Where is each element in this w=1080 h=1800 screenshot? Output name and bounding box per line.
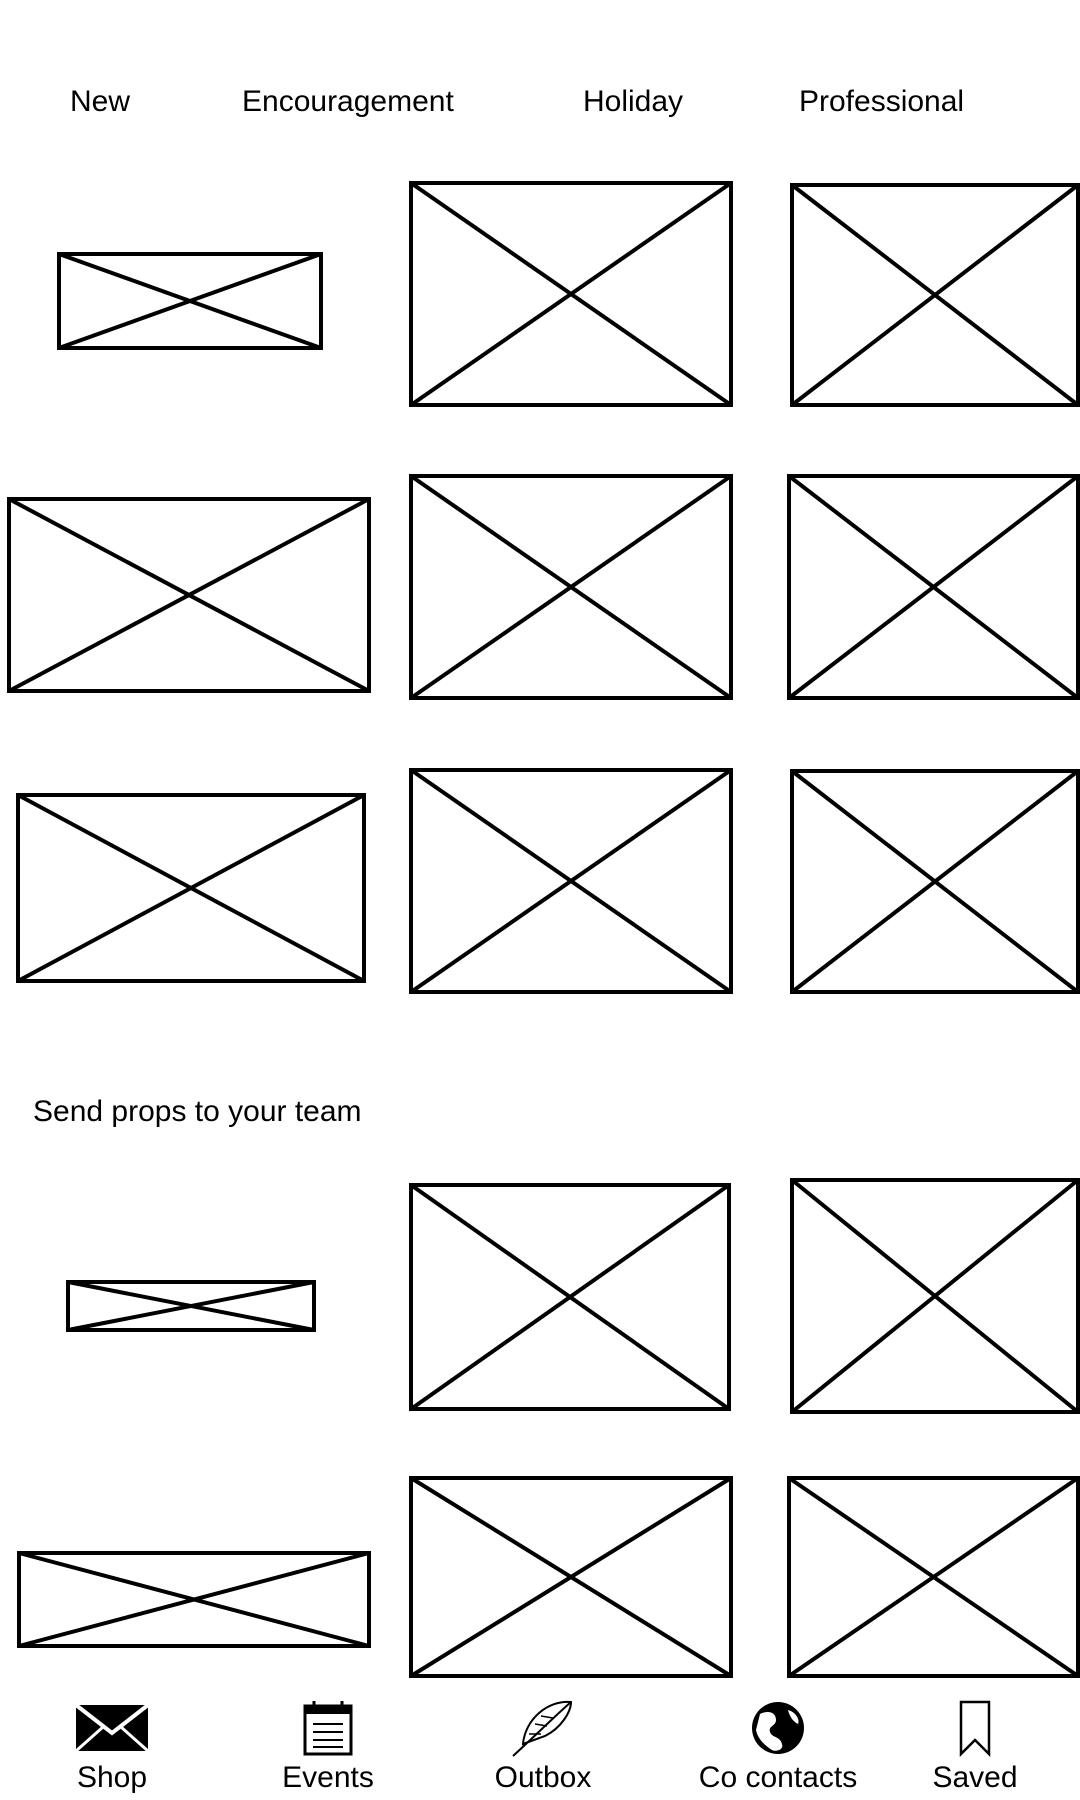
card-image-placeholder[interactable]: [409, 181, 733, 407]
nav-label: Outbox: [494, 1761, 592, 1794]
tab-holiday[interactable]: Holiday: [583, 85, 684, 118]
nav-events[interactable]: Events: [238, 1690, 418, 1800]
nav-outbox[interactable]: Outbox: [453, 1690, 633, 1800]
nav-label: Co contacts: [698, 1761, 858, 1794]
nav-label: Saved: [932, 1761, 1018, 1794]
section-title: Send props to your team: [33, 1095, 362, 1128]
card-image-placeholder[interactable]: [787, 474, 1080, 700]
image-placeholder-icon: [57, 252, 323, 350]
image-placeholder-icon: [787, 474, 1080, 700]
bookmark-icon: [939, 1700, 1011, 1758]
card-image-placeholder[interactable]: [409, 768, 733, 994]
nav-co-contacts[interactable]: Co contacts: [688, 1690, 868, 1800]
tab-encouragement[interactable]: Encouragement: [242, 85, 454, 118]
card-image-placeholder[interactable]: [409, 1183, 731, 1411]
image-placeholder-icon: [66, 1280, 316, 1332]
image-placeholder-icon: [790, 183, 1080, 407]
image-placeholder-icon: [409, 474, 733, 700]
tab-new[interactable]: New: [70, 85, 131, 118]
nav-shop[interactable]: Shop: [22, 1690, 202, 1800]
card-image-placeholder[interactable]: [16, 793, 366, 983]
image-placeholder-icon: [409, 1183, 731, 1411]
bottom-nav: Shop Events O: [0, 1690, 1080, 1800]
image-placeholder-icon: [787, 1476, 1080, 1678]
card-image-placeholder[interactable]: [790, 1178, 1080, 1414]
card-image-placeholder[interactable]: [7, 497, 371, 693]
card-image-placeholder[interactable]: [787, 1476, 1080, 1678]
card-image-placeholder[interactable]: [17, 1551, 371, 1648]
image-placeholder-icon: [409, 181, 733, 407]
image-placeholder-icon: [17, 1551, 371, 1648]
nav-label: Shop: [76, 1761, 148, 1794]
card-image-placeholder[interactable]: [790, 769, 1080, 994]
nav-saved[interactable]: Saved: [885, 1690, 1065, 1800]
image-placeholder-icon: [790, 769, 1080, 994]
image-placeholder-icon: [790, 1178, 1080, 1414]
image-placeholder-icon: [7, 497, 371, 693]
globe-icon: [742, 1700, 814, 1756]
card-image-placeholder[interactable]: [409, 474, 733, 700]
card-image-placeholder[interactable]: [57, 252, 323, 350]
image-placeholder-icon: [16, 793, 366, 983]
tab-professional[interactable]: Professional: [799, 85, 965, 118]
card-image-placeholder[interactable]: [790, 183, 1080, 407]
image-placeholder-icon: [409, 768, 733, 994]
calendar-icon: [292, 1700, 364, 1756]
envelope-icon: [74, 1700, 150, 1756]
nav-label: Events: [282, 1761, 374, 1794]
image-placeholder-icon: [409, 1476, 733, 1678]
card-image-placeholder[interactable]: [409, 1476, 733, 1678]
feather-icon: [507, 1700, 579, 1757]
card-image-placeholder[interactable]: [66, 1280, 316, 1332]
